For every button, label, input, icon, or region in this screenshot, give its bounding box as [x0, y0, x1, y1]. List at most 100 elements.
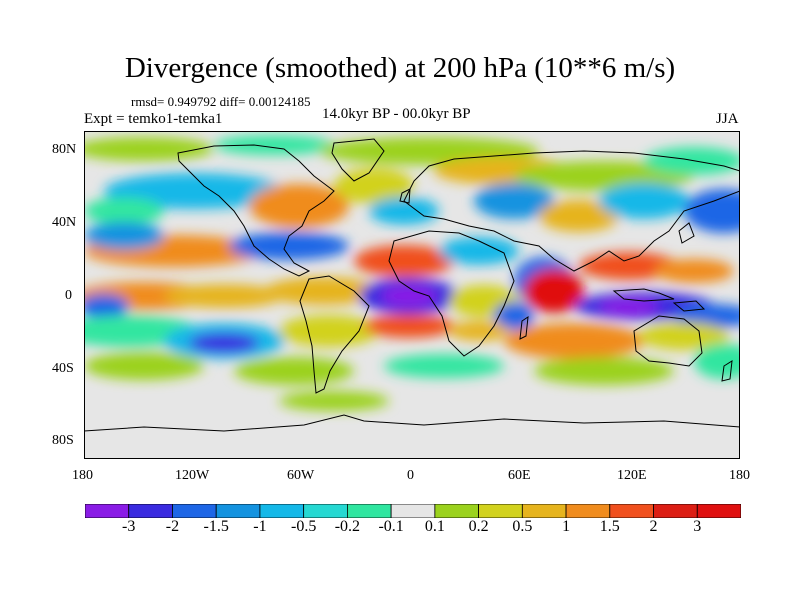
field-blob — [84, 352, 204, 380]
field-blob — [381, 286, 437, 306]
field-blob — [84, 137, 214, 161]
colorbar-label: -0.5 — [290, 518, 317, 535]
colorbar-label: 0.1 — [424, 518, 445, 535]
lon-label-60w: 60W — [287, 468, 315, 483]
field-blob — [369, 197, 439, 225]
field-blob — [249, 184, 349, 228]
colorbar-swatch — [478, 504, 523, 518]
colorbar-swatch — [434, 504, 480, 518]
colorbar-label: 0.5 — [512, 518, 533, 535]
map-frame — [84, 131, 740, 459]
lon-label-120w: 120W — [175, 468, 210, 483]
lat-label-40n: 40N — [52, 215, 77, 230]
coastline-indonesia — [612, 288, 675, 302]
field-blob — [654, 259, 734, 283]
field-blob — [599, 183, 689, 219]
coastline-uk — [399, 188, 411, 204]
field-blob — [534, 357, 674, 385]
field-blob — [384, 354, 504, 378]
colorbar-swatch — [521, 504, 567, 518]
colorbar-label: 3 — [693, 518, 702, 535]
coastline-north-america — [177, 144, 335, 277]
lon-label-180w: 180 — [72, 468, 93, 483]
field-blob — [599, 299, 659, 315]
colorbar-swatch — [653, 504, 698, 518]
coastlines — [84, 138, 740, 432]
lat-label-40s: 40S — [52, 361, 74, 376]
field-blob — [164, 284, 284, 308]
field-blob — [354, 245, 454, 277]
colorbar — [85, 504, 741, 518]
field-blob — [524, 269, 584, 313]
field-blob — [189, 333, 259, 353]
colorbar-label: 0.2 — [468, 518, 489, 535]
colorbar-swatch — [128, 504, 173, 518]
lon-label-120e: 120E — [617, 468, 647, 483]
field-blob — [279, 391, 389, 411]
coastline-greenland — [331, 138, 385, 182]
chart-title: Divergence (smoothed) at 200 hPa (10**6 … — [124, 52, 676, 84]
colorbar-label: -0.1 — [378, 518, 404, 535]
colorbar-label: -3 — [122, 518, 136, 535]
field-blob — [214, 135, 334, 155]
field-blob — [494, 302, 534, 330]
coastline-new-zealand — [721, 360, 733, 382]
field-blob — [234, 357, 354, 385]
colorbar-label: 1 — [562, 518, 571, 535]
field-blob — [474, 183, 554, 219]
coastline-madagascar — [519, 315, 529, 340]
field-blob — [84, 222, 164, 250]
colorbar-swatch — [303, 504, 348, 518]
colorbar-label: 2 — [649, 518, 658, 535]
period-label: 14.0kyr BP - 00.0kyr BP — [322, 106, 471, 122]
colorbar-swatch — [390, 504, 436, 518]
field-blob — [579, 252, 679, 280]
lat-label-0: 0 — [65, 288, 72, 303]
field-blob — [84, 294, 129, 318]
lat-label-80n: 80N — [52, 142, 77, 157]
season-label: JJA — [716, 111, 739, 127]
colorbar-swatch — [609, 504, 654, 518]
colorbar-label: -0.2 — [334, 518, 361, 535]
coastline-africa — [388, 230, 515, 357]
coastline-new-guinea — [672, 300, 706, 312]
field-blob — [364, 314, 454, 338]
coastline-antarctica — [84, 414, 740, 432]
field-blob — [279, 315, 379, 347]
colorbar-swatch — [85, 504, 130, 518]
coastline-south-america — [299, 275, 370, 394]
field-blob — [264, 277, 384, 305]
field-blob — [539, 200, 619, 232]
coastline-australia — [633, 315, 703, 367]
divergence-field — [84, 135, 740, 411]
field-blob — [439, 237, 519, 265]
field-blob — [334, 168, 414, 204]
colorbar-swatch — [215, 504, 261, 518]
stats-line: rmsd= 0.949792 diff= 0.00124185 — [131, 94, 311, 109]
field-blob — [229, 232, 349, 260]
field-blob — [644, 147, 740, 175]
divergence-map — [84, 131, 740, 459]
field-blob — [504, 323, 644, 359]
colorbar-label: -1 — [253, 518, 267, 535]
colorbar-swatch — [346, 504, 392, 518]
field-blob — [684, 189, 740, 233]
colorbar-label: -2 — [165, 518, 180, 535]
lon-label-180e: 180 — [729, 468, 750, 483]
coastline-japan — [678, 222, 695, 244]
lon-label-60e: 60E — [508, 468, 531, 483]
experiment-label: Expt = temko1-temka1 — [84, 111, 223, 127]
colorbar-label: -1.5 — [203, 518, 229, 535]
colorbar-swatch — [259, 504, 305, 518]
colorbar-swatch — [696, 504, 741, 518]
field-blob — [639, 322, 729, 350]
field-blob — [84, 197, 164, 225]
colorbar-swatch — [172, 504, 217, 518]
field-blob — [449, 321, 509, 341]
coastline-eurasia — [403, 150, 740, 272]
lon-label-0: 0 — [407, 468, 414, 483]
field-blob — [104, 173, 284, 209]
colorbar-swatch — [565, 504, 611, 518]
field-blob — [694, 343, 740, 379]
colorbar-label: 1.5 — [599, 518, 620, 535]
